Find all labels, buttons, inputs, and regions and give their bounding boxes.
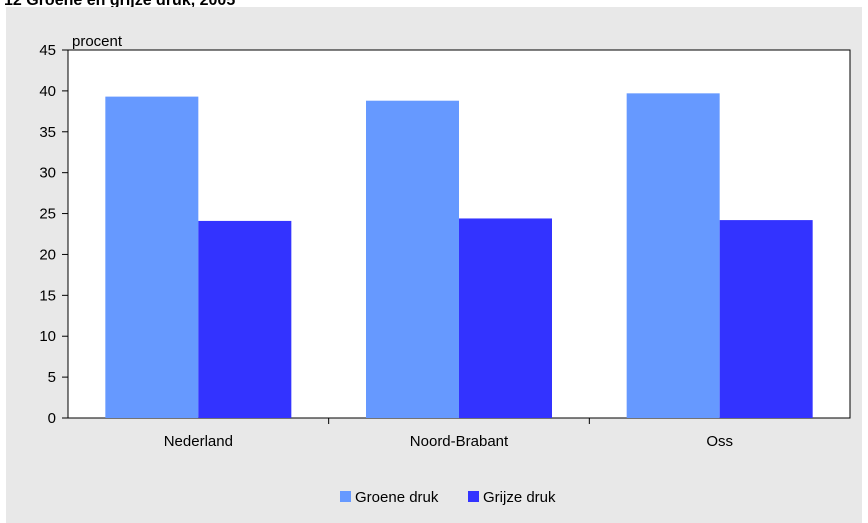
y-tick-label: 20 (39, 246, 56, 263)
y-axis: 0 5 10 15 20 25 30 35 40 45 (39, 42, 68, 427)
bar-grijze-druk-noord-brabant (459, 218, 552, 418)
bar-groene-druk-nederland (105, 96, 199, 418)
y-tick-label: 25 (39, 206, 56, 223)
chart-panel: 0 5 10 15 20 25 30 35 40 45 Nederland Noord-Braban… (6, 7, 862, 523)
y-tick-label: 35 (39, 124, 56, 141)
y-tick-label: 5 (48, 369, 56, 386)
y-tick-label: 10 (39, 328, 56, 345)
x-category-label: Oss (706, 433, 733, 450)
x-axis: Nederland Noord-Brabant Oss (164, 418, 733, 450)
y-axis-label: procent (72, 33, 123, 50)
chart-title: 12 Groene en grijze druk, 2005 (4, 0, 236, 9)
legend-label: Groene druk (355, 489, 439, 506)
legend-swatch (340, 491, 351, 502)
bar-groene-druk-noord-brabant (366, 100, 459, 419)
bar-grijze-druk-oss (719, 220, 813, 418)
legend-swatch (468, 491, 479, 502)
y-tick-label: 45 (39, 42, 56, 59)
bar-groene-druk-oss (626, 93, 720, 418)
legend-label: Grijze druk (483, 489, 556, 506)
legend: Groene druk Grijze druk (340, 489, 556, 506)
y-tick-label: 30 (39, 165, 56, 182)
bar-grijze-druk-nederland (198, 220, 292, 418)
y-tick-label: 40 (39, 83, 56, 100)
bar-chart: 0 5 10 15 20 25 30 35 40 45 Nederland Noord-Braban… (39, 33, 851, 506)
x-category-label: Noord-Brabant (410, 433, 509, 450)
bars (105, 93, 813, 419)
x-category-label: Nederland (164, 433, 233, 450)
y-tick-label: 0 (48, 410, 56, 427)
y-tick-label: 15 (39, 287, 56, 304)
